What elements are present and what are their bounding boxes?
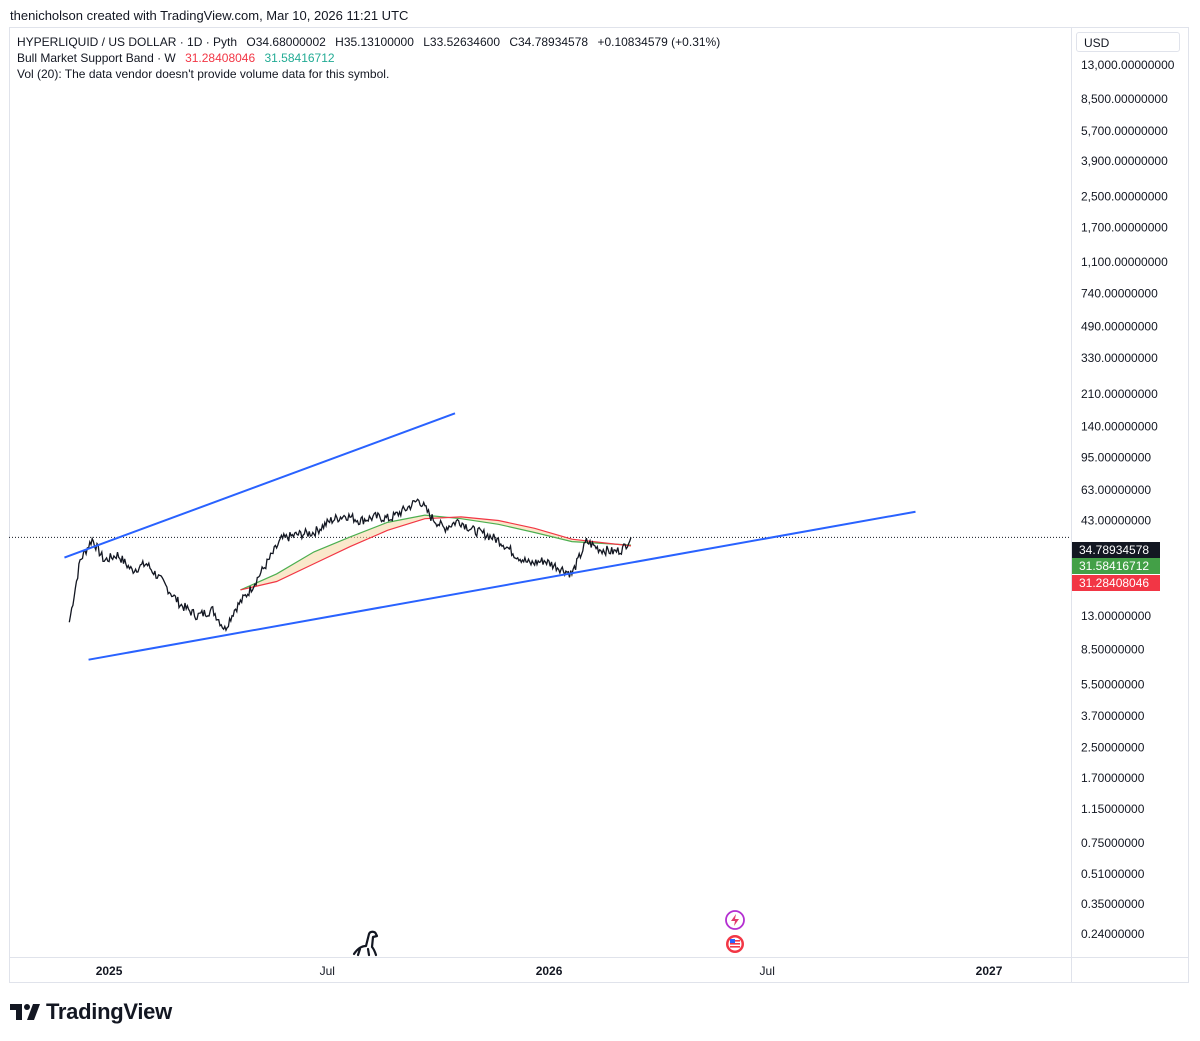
channel-lower-line <box>88 510 916 661</box>
y-tick-label: 0.75000000 <box>1081 836 1145 850</box>
y-tick-label: 95.00000000 <box>1081 450 1151 464</box>
y-tick-label: 3,900.00000000 <box>1081 154 1168 168</box>
band-upper-tag-label: 31.58416712 <box>1079 559 1149 573</box>
y-tick-label: 330.00000000 <box>1081 351 1158 365</box>
y-tick-label: 5,700.00000000 <box>1081 124 1168 138</box>
chart-legend: HYPERLIQUID / US DOLLAR · 1D · Pyth O34.… <box>17 34 720 82</box>
band-lower-tag-bg <box>1072 575 1160 591</box>
ohlc-close: C34.78934578 <box>509 35 589 49</box>
last-price-tag: 34.78934578 <box>1072 542 1160 558</box>
band-upper-tag-bg <box>1072 558 1160 574</box>
y-tick-label: 43.00000000 <box>1081 514 1151 528</box>
indicator-value-upper: 31.58416712 <box>264 51 335 65</box>
y-tick-label: 63.00000000 <box>1081 483 1151 497</box>
y-tick-label: 1.15000000 <box>1081 802 1145 816</box>
x-tick-label: 2025 <box>96 964 123 978</box>
y-tick-label: 0.51000000 <box>1081 867 1145 881</box>
y-tick-label: 490.00000000 <box>1081 320 1158 334</box>
y-tick-label: 0.35000000 <box>1081 897 1145 911</box>
time-axis-labels: 2025 Jul 2026 Jul 2027 <box>96 964 1003 978</box>
band-upper-line <box>240 514 632 591</box>
tradingview-wordmark: TradingView <box>46 999 172 1024</box>
symbol-legend-row[interactable]: HYPERLIQUID / US DOLLAR · 1D · Pyth O34.… <box>17 34 720 50</box>
indicator-value-lower: 31.28408046 <box>185 51 256 65</box>
y-tick-label: 5.50000000 <box>1081 677 1145 691</box>
ohlc-high: H35.13100000 <box>335 35 414 49</box>
lightning-event-icon[interactable] <box>725 910 745 930</box>
us-flag-event-icon[interactable] <box>726 935 744 953</box>
x-tick-label: Jul <box>320 964 335 978</box>
y-tick-label: 740.00000000 <box>1081 287 1158 301</box>
currency-button[interactable]: USD <box>1076 32 1180 52</box>
price-tags: 34.78934578 31.58416712 31.28408046 <box>1072 542 1160 591</box>
y-tick-label: 13.00000000 <box>1081 609 1151 623</box>
last-price-tag-label: 34.78934578 <box>1079 543 1149 557</box>
band-lower-tag: 31.28408046 <box>1072 575 1160 591</box>
y-tick-label: 8,500.00000000 <box>1081 92 1168 106</box>
indicator-name: Bull Market Support Band · W <box>17 51 176 65</box>
created-by-caption: thenicholson created with TradingView.co… <box>10 8 409 23</box>
x-tick-label: 2027 <box>976 964 1003 978</box>
band-fill <box>240 515 632 590</box>
y-tick-label: 13,000.00000000 <box>1081 58 1175 72</box>
tradingview-logo-icon <box>10 1004 40 1020</box>
y-tick-label: 210.00000000 <box>1081 387 1158 401</box>
x-tick-label: Jul <box>760 964 775 978</box>
y-tick-label: 1,100.00000000 <box>1081 255 1168 269</box>
y-tick-label: 0.24000000 <box>1081 927 1145 941</box>
ohlc-change: +0.10834579 (+0.31%) <box>597 35 721 49</box>
volume-legend-row[interactable]: Vol (20): The data vendor doesn't provid… <box>17 66 720 82</box>
price-axis-labels: 13,000.00000000 8,500.00000000 5,700.00000… <box>1081 58 1175 941</box>
y-tick-label: 2.50000000 <box>1081 740 1145 754</box>
y-tick-label: 1.70000000 <box>1081 771 1145 785</box>
y-tick-label: 8.50000000 <box>1081 643 1145 657</box>
support-band <box>240 514 632 591</box>
price-series <box>68 498 632 632</box>
y-tick-label: 3.70000000 <box>1081 709 1145 723</box>
y-tick-label: 140.00000000 <box>1081 419 1158 433</box>
symbol-title: HYPERLIQUID / US DOLLAR · 1D · Pyth <box>17 35 238 49</box>
band-upper-tag: 31.58416712 <box>1072 558 1160 574</box>
ohlc-open: O34.68000002 <box>246 35 326 49</box>
band-lower-line <box>240 516 632 591</box>
tradingview-logo[interactable]: TradingView <box>10 998 172 1026</box>
ohlc-low: L33.52634600 <box>423 35 500 49</box>
chart-frame <box>9 27 1189 983</box>
dinosaur-icon[interactable] <box>352 930 379 957</box>
last-price-tag-bg <box>1072 542 1160 558</box>
volume-note: Vol (20): The data vendor doesn't provid… <box>17 67 390 81</box>
price-chart[interactable]: 13,000.00000000 8,500.00000000 5,700.00000… <box>0 0 1200 990</box>
x-tick-label: 2026 <box>536 964 563 978</box>
price-axis-divider <box>1071 27 1072 983</box>
y-tick-label: 2,500.00000000 <box>1081 190 1168 204</box>
y-tick-label: 1,700.00000000 <box>1081 220 1168 234</box>
time-axis-divider <box>9 957 1189 958</box>
indicator-legend-row[interactable]: Bull Market Support Band · W 31.28408046… <box>17 50 720 66</box>
band-lower-tag-label: 31.28408046 <box>1079 576 1149 590</box>
channel-upper-line <box>64 412 456 559</box>
trend-channel <box>64 412 916 661</box>
